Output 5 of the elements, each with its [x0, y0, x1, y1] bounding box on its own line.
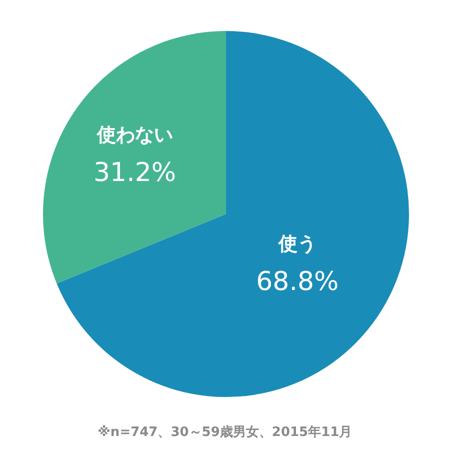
slice-label: 使う	[277, 232, 316, 255]
slice-label: 使わない	[96, 124, 173, 146]
data-label: 31.2%	[93, 158, 176, 188]
text: ※n=747、30～59歳男女、2015年11月	[98, 425, 352, 440]
data-label: 68.8%	[256, 266, 339, 297]
